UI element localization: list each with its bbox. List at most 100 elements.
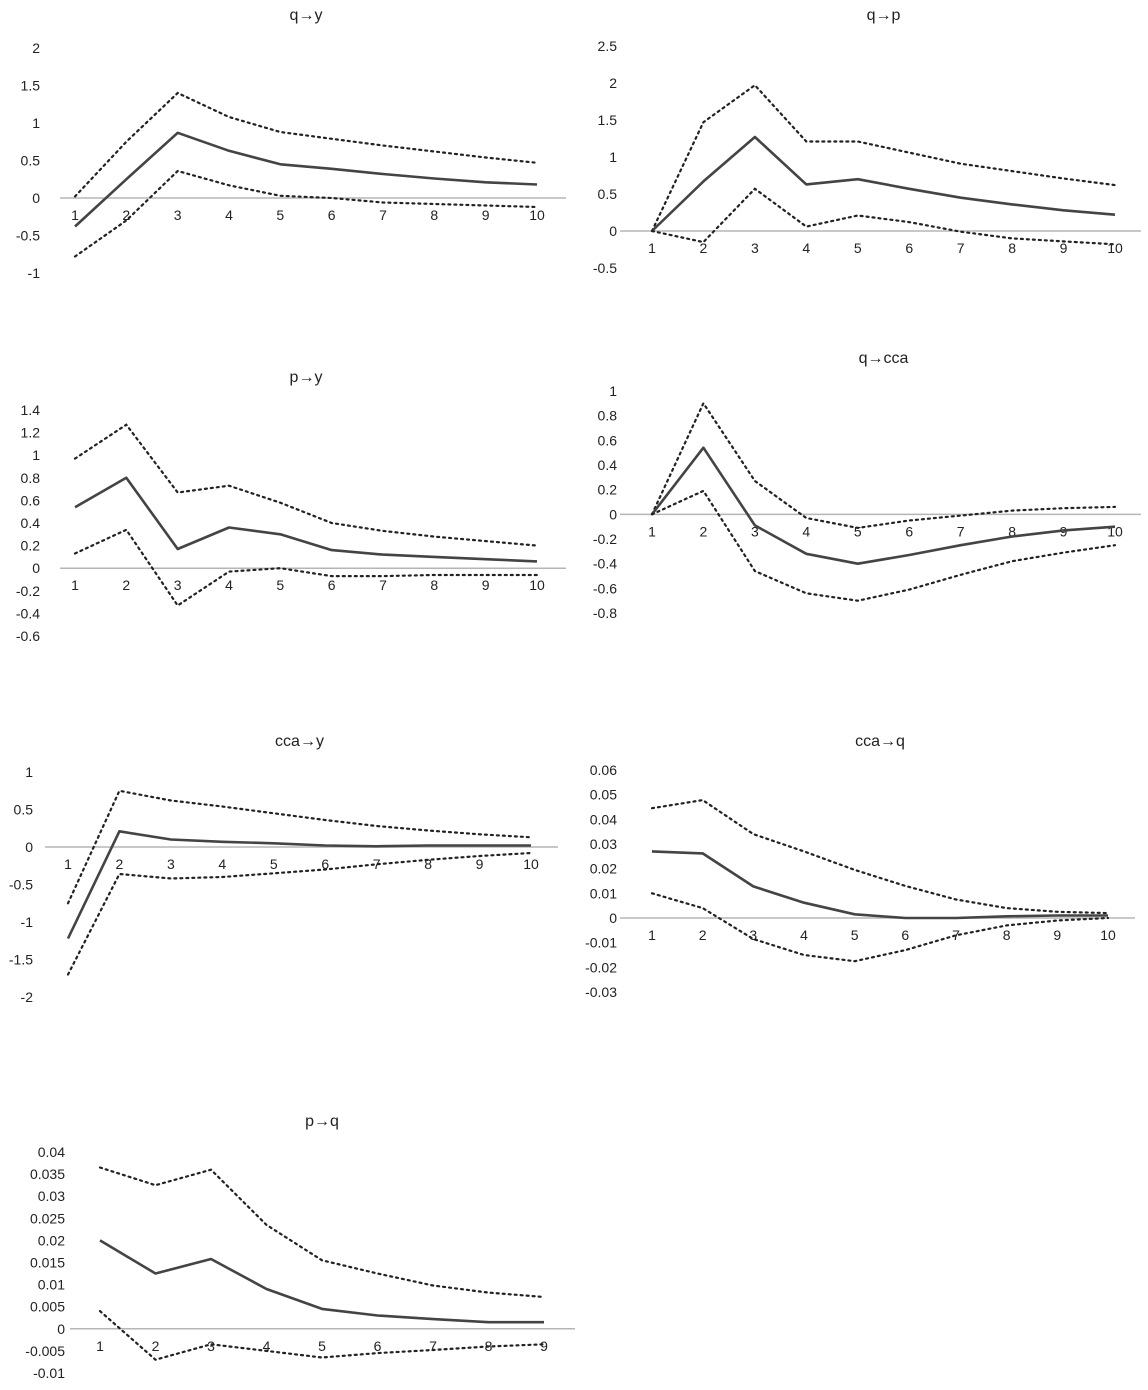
y-tick-label: 1 xyxy=(25,764,33,780)
y-tick-label: -0.5 xyxy=(16,228,40,244)
y-tick-label: 2 xyxy=(609,75,617,91)
series-response-line xyxy=(66,830,531,940)
y-tick-label: 0.2 xyxy=(598,482,618,498)
x-tick-label: 9 xyxy=(1053,927,1061,943)
y-tick-label: -0.5 xyxy=(593,260,617,276)
y-tick-label: 0.8 xyxy=(21,470,41,486)
chart-title: cca→q xyxy=(855,733,905,750)
x-tick-label: 2 xyxy=(152,1338,160,1354)
series-upper-line xyxy=(650,83,1117,233)
x-tick-label: 4 xyxy=(802,523,810,539)
y-tick-label: 0 xyxy=(57,1321,65,1337)
y-tick-label: -1.5 xyxy=(9,952,33,968)
x-tick-label: 1 xyxy=(71,577,79,593)
x-tick-label: 5 xyxy=(854,523,862,539)
y-tick-label: -0.5 xyxy=(9,877,33,893)
series-response-line xyxy=(651,850,1108,920)
y-tick-label: 0.06 xyxy=(590,762,617,778)
y-tick-label: 1.5 xyxy=(21,78,41,94)
x-tick-label: 10 xyxy=(1107,523,1123,539)
x-tick-label: 3 xyxy=(751,240,759,256)
x-tick-label: 6 xyxy=(328,577,336,593)
y-tick-label: 0.4 xyxy=(598,457,618,473)
y-tick-label: 0.04 xyxy=(590,811,617,827)
y-tick-label: 0 xyxy=(25,839,33,855)
y-tick-label: 0.04 xyxy=(38,1144,65,1160)
series-lower-line xyxy=(650,489,1117,602)
x-tick-label: 8 xyxy=(1003,927,1011,943)
y-tick-label: 0.6 xyxy=(598,432,618,448)
y-tick-label: 0.8 xyxy=(598,408,618,424)
x-tick-label: 7 xyxy=(952,927,960,943)
y-tick-label: 0.2 xyxy=(21,538,41,554)
chart-cca-y: cca→y 1 0.5 0 -0.5 -1 -1.5 -2 1 2 3 4 5 6 7 8 9 10 xyxy=(0,730,575,1020)
x-tick-label: 1 xyxy=(648,240,656,256)
x-tick-label: 6 xyxy=(328,207,336,223)
y-tick-label: 0.005 xyxy=(30,1299,65,1315)
x-tick-label: 6 xyxy=(905,240,913,256)
x-tick-label: 1 xyxy=(96,1338,104,1354)
x-tick-label: 6 xyxy=(321,856,329,872)
y-tick-label: -1 xyxy=(21,914,34,930)
y-tick-label: 1 xyxy=(32,115,40,131)
series-lower-line xyxy=(66,851,533,976)
y-tick-label: 1 xyxy=(609,383,617,399)
x-tick-label: 4 xyxy=(225,577,233,593)
x-tick-label: 2 xyxy=(116,856,124,872)
chart-svg: cca→y10.50-0.5-1-1.5-21 2 3 4 5 6 7 8 9 10 xyxy=(9,733,558,1005)
y-tick-label: -0.02 xyxy=(585,959,617,975)
y-tick-label: 1.2 xyxy=(21,425,41,441)
chart-svg: q→cca 1 0.8 0.6 0.4 0.2 0 -0.2 -0.4 -0.6 -0.8 1 2 3 4 5… xyxy=(593,350,1141,621)
y-tick-label: 0.5 xyxy=(598,186,618,202)
chart-title: q→p xyxy=(867,7,901,24)
x-tick-label: 9 xyxy=(1060,240,1068,256)
x-tick-label: 5 xyxy=(276,577,284,593)
x-tick-label: 4 xyxy=(225,207,233,223)
y-tick-label: -0.4 xyxy=(593,556,617,572)
y-tick-label: 0 xyxy=(32,190,40,206)
y-tick-label: 0 xyxy=(32,560,40,576)
x-tick-label: 3 xyxy=(207,1338,215,1354)
y-tick-label: -2 xyxy=(21,989,34,1005)
series-upper-line xyxy=(66,789,533,905)
series-lower-line xyxy=(73,169,539,258)
y-tick-label: 0.01 xyxy=(590,885,617,901)
series-lower-line xyxy=(650,892,1110,963)
chart-title: q→y xyxy=(290,7,323,24)
series-upper-line xyxy=(73,423,539,547)
chart-title: p→y xyxy=(290,369,323,386)
x-tick-label: 8 xyxy=(424,856,432,872)
y-tick-label: -0.01 xyxy=(33,1365,65,1381)
y-tick-label: -0.01 xyxy=(585,935,617,951)
x-tick-label: 9 xyxy=(482,577,490,593)
chart-cca-q: cca→q 0.06 0.05 0.04 0.03 0.02 0.01 0 -0.01 -0.02… xyxy=(575,730,1148,1020)
x-tick-label: 1 xyxy=(71,207,79,223)
y-tick-label: -0.8 xyxy=(593,605,617,621)
series-response-line xyxy=(651,135,1116,232)
x-tick-label: 7 xyxy=(379,207,387,223)
y-tick-label: 1.5 xyxy=(598,112,618,128)
x-tick-label: 8 xyxy=(430,577,438,593)
x-tick-label: 1 xyxy=(64,856,72,872)
x-tick-label: 3 xyxy=(167,856,175,872)
y-tick-label: 0.4 xyxy=(21,515,41,531)
y-tick-label: 0.03 xyxy=(590,836,617,852)
chart-q-p: q→p 2.5 2 1.5 1 0.5 0 -0.5 1 2 3 4 5 6 7 8 9 10 xyxy=(575,0,1148,290)
series-response-line xyxy=(650,446,1116,565)
chart-q-cca: q→cca 1 0.8 0.6 0.4 0.2 0 -0.2 -0.4 -0.6 -0.8 1 2 3 4 5… xyxy=(575,345,1148,635)
x-tick-label: 7 xyxy=(379,577,387,593)
x-tick-label: 8 xyxy=(430,207,438,223)
chart-p-q: p→q 0.04 0.035 0.03 0.025 0.02 0.015 0.01 0.005 0… xyxy=(0,1110,590,1390)
y-tick-label: -0.6 xyxy=(593,580,617,596)
series-upper-line xyxy=(98,1166,546,1299)
x-tick-label: 10 xyxy=(529,207,545,223)
x-tick-label: 2 xyxy=(700,523,708,539)
x-tick-label: 5 xyxy=(270,856,278,872)
x-tick-label: 4 xyxy=(263,1338,271,1354)
chart-svg: p→q 0.04 0.035 0.03 0.025 0.02 0.015 0.01 0.005 0… xyxy=(25,1113,575,1381)
series-upper-line xyxy=(650,401,1117,530)
x-tick-label: 9 xyxy=(476,856,484,872)
series-upper-line xyxy=(650,798,1110,915)
x-tick-label: 8 xyxy=(1008,523,1016,539)
x-tick-label: 5 xyxy=(851,927,859,943)
